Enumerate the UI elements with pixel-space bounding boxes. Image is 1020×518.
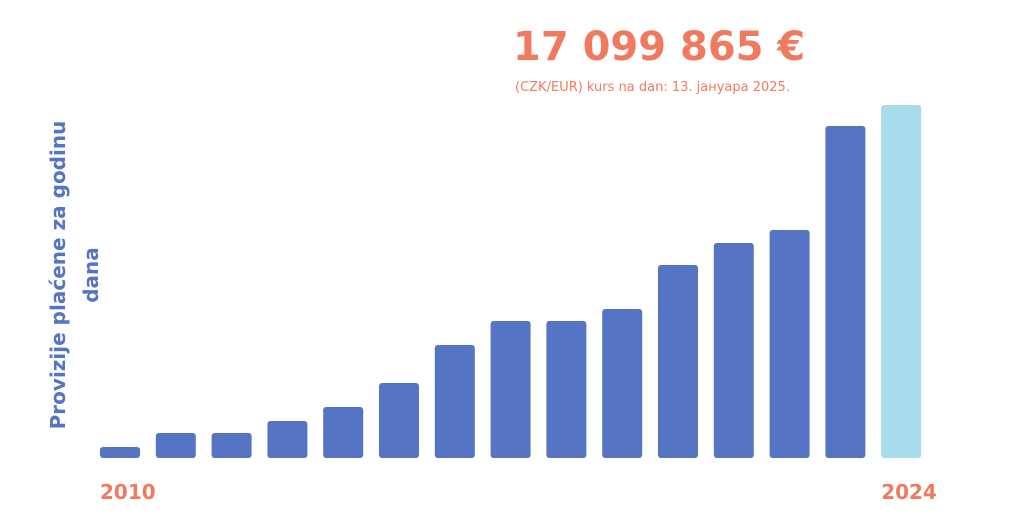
bar (323, 406, 364, 458)
bar (825, 125, 866, 459)
chart-subtitle: (CZK/EUR) kurs na dan: 13. јануара 2025. (515, 80, 790, 95)
bar (211, 433, 252, 458)
bar (434, 344, 475, 458)
bar (546, 320, 587, 458)
bar (769, 229, 810, 458)
bar (658, 265, 698, 458)
bar (100, 446, 140, 458)
x-tick-label: 2024 (881, 480, 937, 504)
bar (490, 320, 531, 458)
y-axis-label: Provizije plaćene za godinu dana (46, 120, 103, 430)
chart-title: 17 099 865 € (513, 24, 805, 70)
x-tick-label: 2010 (100, 480, 156, 504)
bar (713, 242, 754, 458)
bar (602, 308, 643, 458)
bar (267, 421, 308, 458)
bar (155, 433, 196, 458)
bar (881, 105, 922, 458)
bar (379, 383, 419, 458)
